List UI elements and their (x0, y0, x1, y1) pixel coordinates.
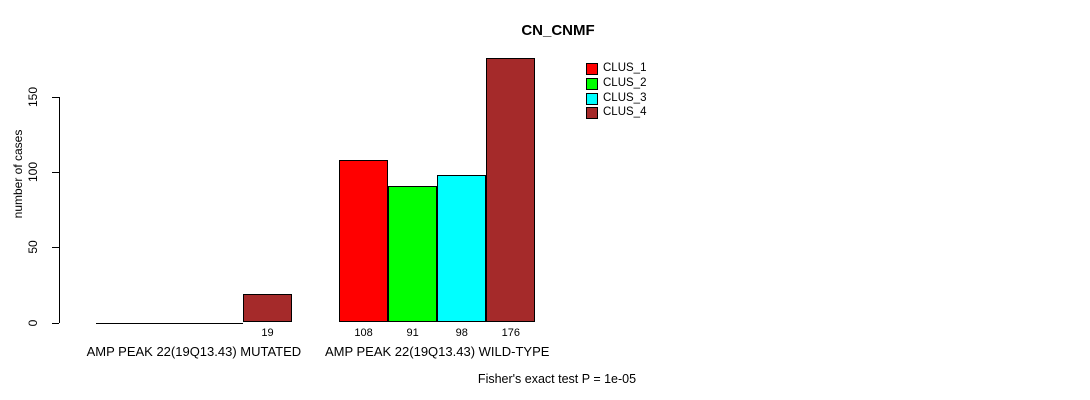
bar (486, 57, 536, 323)
y-tick-label: 50 (26, 240, 40, 255)
fisher-test-annotation: Fisher's exact test P = 1e-05 (477, 372, 637, 386)
bar (437, 175, 487, 323)
y-tick-label: 150 (26, 86, 40, 108)
chart-title: CN_CNMF (521, 22, 595, 39)
bar (339, 160, 389, 323)
bar-value-label: 98 (455, 327, 468, 339)
bar (144, 322, 194, 324)
y-tick (52, 322, 59, 324)
bar (95, 322, 145, 324)
y-axis-line (59, 97, 60, 324)
group-label: AMP PEAK 22(19Q13.43) WILD-TYPE (324, 344, 550, 359)
group-label: AMP PEAK 22(19Q13.43) MUTATED (86, 344, 302, 359)
bar-value-label: 19 (261, 327, 274, 339)
bar-value-label: 176 (501, 327, 521, 339)
bar (243, 293, 293, 323)
y-tick-label: 0 (26, 319, 40, 326)
y-tick-label: 100 (26, 162, 40, 183)
bar-value-label: 108 (354, 327, 373, 339)
bar (193, 322, 243, 324)
y-tick (52, 247, 59, 249)
bar (388, 185, 438, 323)
bar-value-label: 91 (406, 327, 419, 339)
y-tick (52, 172, 59, 174)
y-tick (52, 97, 59, 98)
